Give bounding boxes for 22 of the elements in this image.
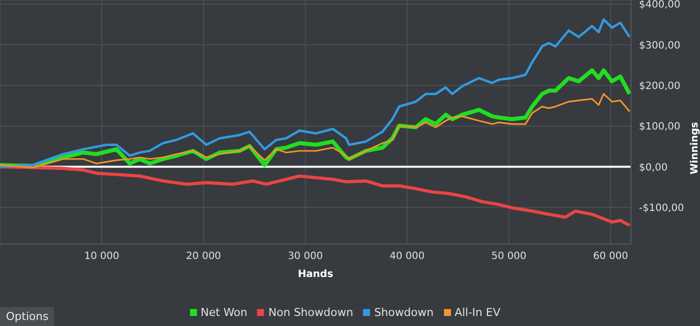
line-series (0, 93, 630, 168)
y-axis-title: Winnings (690, 122, 700, 174)
legend-label: Showdown (374, 306, 434, 319)
x-tick-label: 30 000 (288, 251, 323, 262)
x-tick-label: 20 000 (186, 251, 222, 262)
x-tick-label: 10 000 (84, 251, 120, 262)
x-tick-label: 60 000 (593, 251, 628, 262)
y-tick-label: $200,00 (639, 80, 680, 92)
y-tick-label: $0,00 (639, 162, 668, 174)
line-series (0, 165, 631, 227)
legend-label: Non Showdown (268, 306, 354, 319)
legend-label: Net Won (200, 306, 248, 319)
y-tick-label: $400,00 (639, 0, 680, 11)
y-tick-label: $100,00 (639, 122, 680, 133)
line-series (0, 18, 631, 168)
legend-label: All-In EV (454, 306, 500, 319)
text: Options (0, 307, 54, 326)
y-tick-label: $300,00 (639, 40, 680, 52)
x-axis-title: Hands (298, 269, 334, 280)
y-tick-label: -$100,00 (639, 202, 684, 214)
x-tick-label: 50 000 (491, 251, 526, 262)
x-tick-label: 40 000 (390, 251, 425, 262)
